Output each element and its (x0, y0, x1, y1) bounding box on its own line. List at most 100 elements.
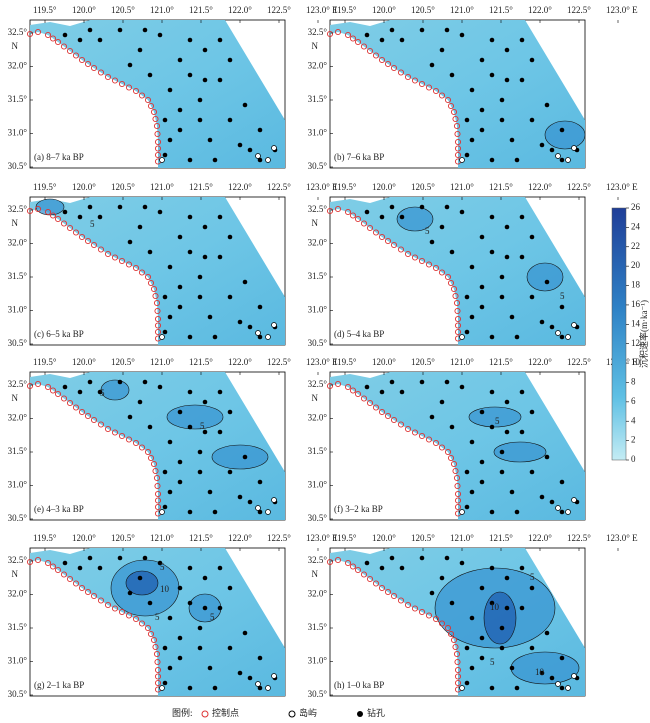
borehole (187, 37, 193, 43)
borehole (429, 62, 435, 68)
borehole (202, 575, 208, 581)
borehole (257, 304, 263, 310)
borehole (499, 469, 505, 475)
lat-tick-label: 32.0° (308, 413, 328, 423)
control-point (334, 28, 342, 36)
island (255, 505, 261, 511)
borehole (499, 449, 505, 455)
control-point (444, 448, 452, 456)
control-point (452, 467, 459, 475)
lon-tick-label: 120.0° (372, 357, 396, 367)
control-point (34, 28, 42, 36)
borehole (429, 590, 435, 596)
borehole (479, 585, 485, 591)
borehole (242, 279, 248, 285)
borehole (459, 560, 465, 566)
lat-tick-label: 31.0° (8, 656, 28, 666)
control-point (411, 77, 419, 84)
borehole (162, 469, 168, 475)
control-point (418, 608, 426, 616)
contour-label: 10 (535, 667, 545, 677)
colorbar-title: 沉积速率(m·ka⁻¹) (638, 300, 649, 368)
control-point (125, 261, 133, 268)
control-point (372, 229, 380, 236)
borehole (559, 655, 565, 661)
lon-tick-label: 121.5° (489, 357, 513, 367)
lat-unit: N (12, 41, 19, 51)
borehole (529, 409, 535, 415)
borehole (157, 560, 163, 566)
control-point (444, 273, 452, 281)
borehole (147, 249, 153, 255)
control-point (125, 436, 133, 443)
control-point (26, 382, 34, 390)
lon-tick-label: 123.0° E (306, 533, 338, 543)
borehole (419, 379, 425, 385)
borehole (499, 97, 505, 103)
lon-tick-label: 121.0° (450, 182, 474, 192)
borehole (439, 575, 445, 581)
borehole (137, 224, 143, 230)
colorbar-tick-label: 20 (631, 260, 641, 270)
lon-tick-label: 121.5° (189, 357, 213, 367)
lon-tick-label: 120.0° (372, 5, 396, 15)
borehole (479, 479, 485, 485)
borehole (177, 127, 183, 133)
control-point (118, 432, 126, 440)
borehole (247, 499, 253, 505)
borehole (167, 665, 173, 671)
contour-label: 10 (490, 602, 500, 612)
control-point (366, 575, 374, 583)
borehole (489, 424, 495, 430)
borehole (519, 214, 525, 220)
lat-tick-label: 31.0° (308, 305, 328, 315)
control-point (153, 650, 161, 658)
control-point (450, 108, 458, 116)
control-point (150, 285, 158, 293)
borehole (479, 234, 485, 240)
lon-tick-label: 119.5° (33, 182, 57, 192)
lon-tick-label: 121.5° (189, 5, 213, 15)
borehole (479, 655, 485, 661)
borehole (459, 32, 465, 38)
panel-label: (f) 3–2 ka BP (334, 504, 383, 514)
borehole (519, 254, 525, 260)
borehole (257, 479, 263, 485)
control-point (66, 399, 74, 407)
lat-tick-label: 32.0° (308, 589, 328, 599)
map-panel: 5 (c) 6–5 ka BP 119.5° 120.0° 120.5° 121.0° 12… (8, 182, 338, 348)
study-area (30, 548, 285, 696)
lon-tick-label: 120.5° (411, 533, 435, 543)
lon-tick-label: 120.0° (72, 182, 96, 192)
lat-unit: N (312, 393, 319, 403)
control-point (44, 559, 52, 567)
borehole (147, 600, 153, 606)
borehole (529, 234, 535, 240)
control-point (378, 233, 386, 241)
borehole (444, 204, 450, 210)
lat-tick-label: 30.5° (8, 513, 28, 523)
control-point (34, 556, 42, 564)
control-point (111, 254, 119, 261)
island (271, 322, 277, 328)
control-point (344, 31, 352, 39)
borehole (464, 152, 470, 158)
lon-tick-label: 121.0° (150, 357, 174, 367)
borehole (227, 469, 233, 475)
control-point (84, 237, 92, 245)
study-area (30, 197, 285, 345)
control-point (54, 215, 62, 223)
lon-tick-label: 123.0° E (306, 182, 338, 192)
borehole (87, 555, 93, 561)
control-point (84, 588, 92, 596)
island (459, 685, 465, 691)
control-point (154, 315, 162, 323)
borehole (379, 214, 385, 220)
control-point (454, 503, 462, 511)
control-point (154, 145, 162, 152)
control-point (432, 264, 440, 272)
borehole (539, 319, 545, 325)
lat-tick-label: 30.5° (308, 513, 328, 523)
borehole (137, 399, 143, 405)
borehole (127, 590, 133, 596)
